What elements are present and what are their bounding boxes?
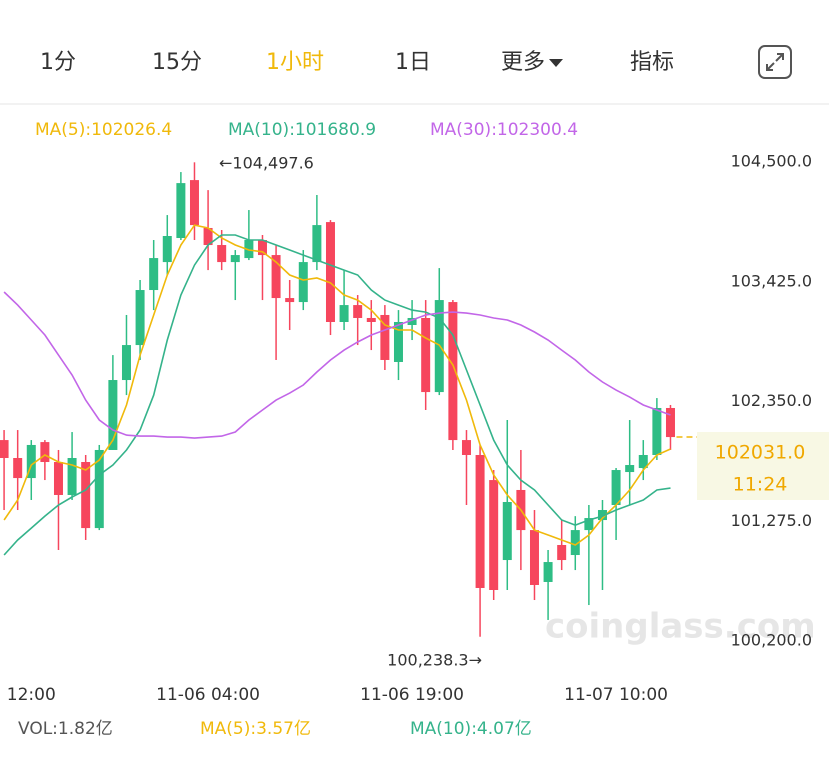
tab[interactable]: 1小时 bbox=[266, 50, 324, 75]
ma-line bbox=[3, 224, 671, 546]
legend-entry: MA(10):101680.9 bbox=[228, 120, 376, 140]
y-tick-label: 102,350.0 bbox=[731, 391, 812, 410]
candle-body bbox=[257, 240, 267, 256]
candle-body bbox=[543, 562, 553, 582]
candle-body bbox=[652, 407, 662, 455]
candle-body bbox=[625, 465, 635, 473]
candle-body bbox=[421, 317, 431, 393]
y-tick-label: 100,200.0 bbox=[731, 631, 812, 650]
candle-body bbox=[203, 227, 213, 246]
candle-body bbox=[94, 449, 104, 529]
candle-body bbox=[557, 544, 567, 561]
y-tick-label: 103,425.0 bbox=[731, 271, 812, 290]
legend-entry: MA(30):102300.4 bbox=[430, 120, 578, 140]
candle-body bbox=[149, 258, 159, 291]
candle-body bbox=[285, 298, 295, 303]
last-price-label: 102031.0 bbox=[715, 442, 806, 464]
candle-body bbox=[665, 407, 675, 438]
max-annotation: ←104,497.6 bbox=[219, 154, 314, 173]
candle-body bbox=[217, 245, 227, 263]
candle-body bbox=[121, 345, 131, 381]
min-annotation: 100,238.3→ bbox=[387, 651, 482, 670]
candle-body bbox=[502, 502, 512, 561]
candle-body bbox=[339, 305, 349, 322]
candle-body bbox=[448, 302, 458, 441]
candle-body bbox=[230, 255, 240, 263]
fullscreen-icon[interactable] bbox=[758, 45, 792, 79]
candle-body bbox=[176, 183, 186, 239]
candle-body bbox=[638, 454, 648, 469]
watermark: coinglass.com bbox=[545, 607, 816, 647]
tab[interactable]: 指标 bbox=[630, 50, 674, 75]
candle-body bbox=[529, 530, 539, 585]
candle-body bbox=[325, 222, 335, 322]
plot: 104,500.0 103,425.0 102,350.0 101,275.0 100,… bbox=[0, 152, 812, 650]
tab-bar: 1分 15分 1小时 1日 更多 指标 bbox=[40, 50, 674, 75]
x-tick-label: 11-06 19:00 bbox=[360, 685, 464, 705]
candle-body bbox=[108, 380, 118, 450]
candle-body bbox=[475, 454, 485, 588]
legend-entry: MA(5):102026.4 bbox=[35, 120, 172, 140]
volume-legend: VOL:1.82亿 bbox=[18, 719, 113, 739]
candle-body bbox=[570, 530, 580, 556]
candle-body bbox=[611, 470, 621, 506]
icon-frame[interactable] bbox=[758, 45, 792, 79]
last-time-label: 11:24 bbox=[733, 474, 788, 496]
candle-body bbox=[189, 180, 199, 226]
icon-arrows bbox=[766, 53, 784, 71]
candle-body bbox=[81, 462, 91, 529]
volume-legend: MA(10):4.07亿 bbox=[410, 719, 532, 739]
candle-body bbox=[0, 440, 9, 459]
ma-line bbox=[3, 291, 671, 439]
candle-body bbox=[380, 314, 390, 360]
candle-body bbox=[407, 317, 417, 326]
y-tick-label: 104,500.0 bbox=[731, 152, 812, 171]
dropdown-arrow[interactable] bbox=[549, 59, 563, 67]
volume-legend: MA(5):3.57亿 bbox=[200, 719, 311, 739]
tab[interactable]: 1分 bbox=[40, 50, 76, 75]
price-box bbox=[697, 432, 829, 500]
candle-body bbox=[353, 305, 363, 318]
ma-line bbox=[3, 234, 671, 556]
candle-body bbox=[135, 290, 145, 346]
candle-body bbox=[271, 255, 281, 299]
candle-body bbox=[298, 262, 308, 303]
candle-body bbox=[244, 240, 254, 259]
candle-body bbox=[312, 225, 322, 263]
candle-body bbox=[40, 442, 50, 463]
candle-body bbox=[162, 236, 172, 263]
tab[interactable]: 1日 bbox=[395, 50, 431, 75]
y-tick-label: 101,275.0 bbox=[731, 511, 812, 530]
candle-body bbox=[13, 458, 23, 479]
candle-body bbox=[26, 444, 36, 479]
x-tick-label: 11-06 04:00 bbox=[156, 685, 260, 705]
tab[interactable]: 15分 bbox=[152, 50, 202, 75]
tab[interactable]: 更多 bbox=[501, 50, 545, 75]
x-tick-label: 12:00 bbox=[7, 685, 56, 705]
candle-body bbox=[393, 321, 403, 362]
candle-body bbox=[461, 440, 471, 455]
candle-body bbox=[67, 458, 77, 495]
x-tick-label: 11-07 10:00 bbox=[564, 685, 668, 705]
candle-body bbox=[366, 317, 376, 322]
candle-body bbox=[597, 510, 607, 521]
candle-body bbox=[584, 518, 594, 531]
candle-body bbox=[489, 480, 499, 590]
candle-body bbox=[53, 462, 63, 495]
